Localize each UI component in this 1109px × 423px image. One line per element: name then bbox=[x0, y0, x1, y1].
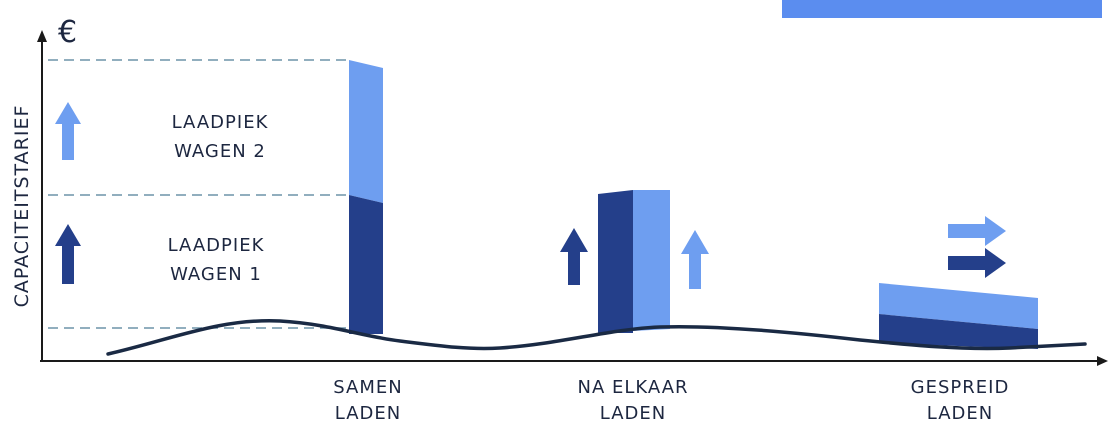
bar-na-elkaar-laden bbox=[598, 190, 670, 333]
legend-wagen2-arrow-icon bbox=[55, 102, 81, 160]
legend-wagen1-line2: WAGEN 1 bbox=[170, 264, 262, 285]
header-banner bbox=[782, 0, 1102, 18]
gespreid-wagen1-arrow-icon bbox=[948, 248, 1006, 278]
bar-na-elkaar-wagen1 bbox=[598, 190, 633, 333]
na-elkaar-wagen2-arrow-icon bbox=[681, 230, 709, 289]
bar-na-elkaar-wagen2 bbox=[633, 190, 670, 331]
bar-gespreid-wagen1 bbox=[879, 314, 1038, 349]
bar-samen-laden bbox=[349, 60, 383, 334]
gespreid-wagen2-arrow-icon bbox=[948, 216, 1006, 246]
bar-samen-wagen2 bbox=[349, 60, 383, 203]
scenario-na-elkaar-line1: NA ELKAAR bbox=[577, 377, 688, 398]
scenario-gespreid-line1: GESPREID bbox=[911, 377, 1010, 398]
unit-symbol: € bbox=[58, 15, 78, 50]
na-elkaar-wagen1-arrow-icon bbox=[560, 228, 588, 285]
scenario-gespreid-line2: LADEN bbox=[927, 403, 993, 423]
x-axis-arrow-icon bbox=[1097, 356, 1108, 366]
scenario-samen-line2: LADEN bbox=[335, 403, 401, 423]
scenario-na-elkaar-line2: LADEN bbox=[600, 403, 666, 423]
bar-gespreid-wagen2 bbox=[879, 283, 1038, 329]
bar-samen-wagen1 bbox=[349, 195, 383, 334]
legend-wagen2-line1: LAADPIEK bbox=[172, 112, 269, 133]
scenario-samen-line1: SAMEN bbox=[333, 377, 402, 398]
legend-wagen1-line1: LAADPIEK bbox=[168, 235, 265, 256]
legend-wagen2-line2: WAGEN 2 bbox=[174, 141, 266, 162]
base-load-curve bbox=[106, 318, 1087, 356]
legend-wagen1-arrow-icon bbox=[55, 224, 81, 284]
bar-gespreid-laden bbox=[879, 283, 1038, 349]
y-axis-arrow-icon bbox=[37, 30, 47, 42]
y-axis-label: CAPACITEITSTARIEF bbox=[11, 105, 33, 308]
